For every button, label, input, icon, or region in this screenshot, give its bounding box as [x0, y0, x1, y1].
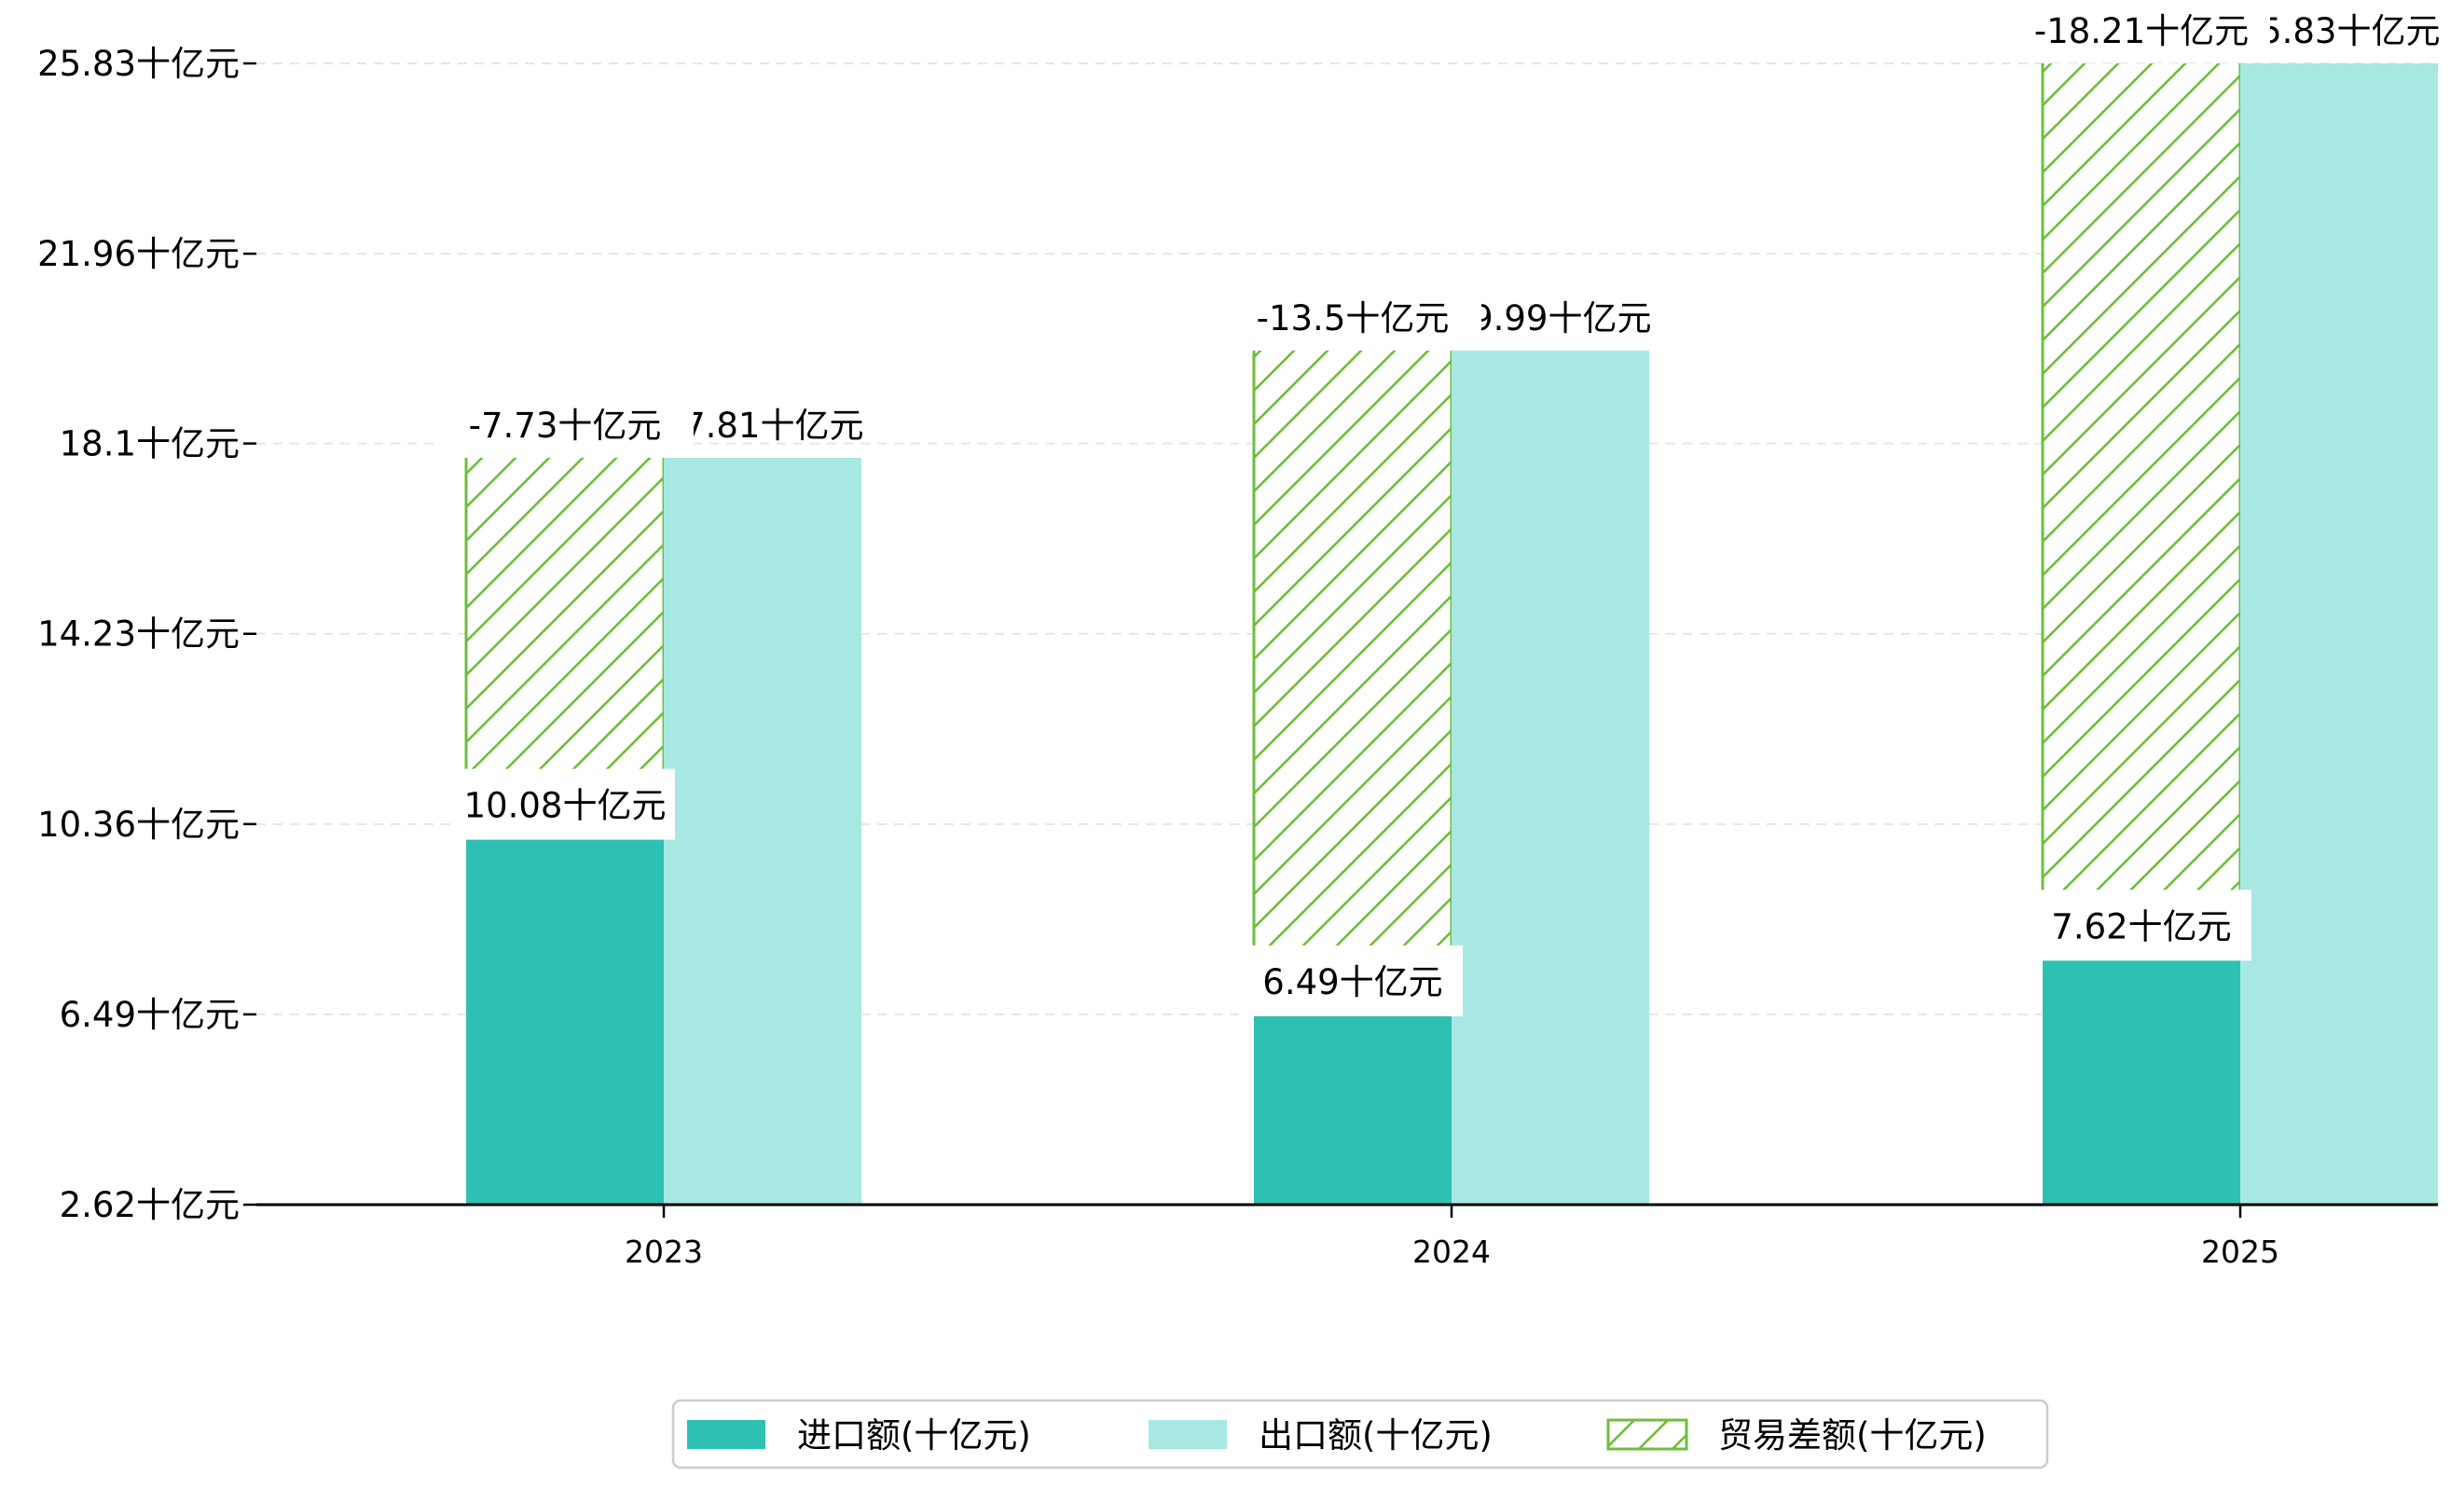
legend-label: 进口额(十亿元)	[797, 1415, 1031, 1456]
y-tick-label: 2.62十亿元	[60, 1185, 240, 1225]
data-label-trade-balance: -7.73十亿元	[469, 406, 662, 446]
legend-swatch-export	[1149, 1420, 1227, 1449]
data-label-box	[436, 397, 694, 452]
data-label-export: 25.83十亿元	[2238, 11, 2441, 51]
bar-import	[466, 837, 664, 1205]
y-tick-label: 21.96十亿元	[37, 234, 240, 274]
y-tick-label: 6.49十亿元	[60, 995, 240, 1035]
data-label-import: 6.49十亿元	[1262, 962, 1442, 1002]
data-label-import: 10.08十亿元	[464, 786, 667, 826]
legend-swatch-trade-balance	[1606, 1418, 1688, 1451]
bar-trade-balance	[1254, 350, 1452, 1014]
x-tick-label: 2024	[1412, 1234, 1491, 1270]
axes: 2.62十亿元 6.49十亿元 10.36十亿元 14.23十亿元 18.1十亿元 21.…	[37, 44, 2438, 1270]
bar-export	[1452, 350, 1649, 1205]
data-label-box	[1224, 290, 1481, 345]
legend-frame	[671, 1399, 2049, 1469]
bar-trade-balance	[2043, 63, 2240, 959]
legend-label: 贸易差额(十亿元)	[1718, 1415, 1987, 1456]
legend-label: 出口额(十亿元)	[1259, 1415, 1493, 1456]
data-label-import: 7.62十亿元	[2051, 906, 2231, 946]
bar-import	[1254, 1014, 1452, 1205]
data-label-trade-balance: -13.5十亿元	[1257, 298, 1450, 338]
y-tick-label: 10.36十亿元	[37, 805, 240, 845]
bar-export	[2240, 63, 2438, 1205]
x-tick-label: 2025	[2201, 1234, 2279, 1270]
y-tick-label: 25.83十亿元	[37, 44, 240, 84]
data-label-export: 17.81十亿元	[662, 406, 864, 446]
x-tick-label: 2023	[625, 1234, 703, 1270]
data-label-box	[455, 768, 675, 840]
data-label-box	[2031, 890, 2251, 961]
data-label-box	[2013, 4, 2270, 58]
data-labels: 17.81十亿元-7.73十亿元 10.08十亿元 19.99十亿元-13.5十亿元…	[436, 4, 2440, 1016]
bars	[464, 63, 2438, 1205]
y-tick-label: 18.1十亿元	[60, 424, 240, 464]
legend-swatch-import	[687, 1420, 765, 1449]
y-tick-label: 14.23十亿元	[37, 614, 240, 655]
legend: 进口额(十亿元) 出口额(十亿元) 贸易差额(十亿元)	[671, 1399, 2049, 1469]
data-label-box	[1243, 945, 1463, 1016]
data-label-export: 19.99十亿元	[1450, 298, 1652, 338]
bar-import	[2043, 959, 2240, 1205]
data-label-trade-balance: -18.21十亿元	[2034, 11, 2249, 51]
bar-export	[664, 457, 861, 1205]
